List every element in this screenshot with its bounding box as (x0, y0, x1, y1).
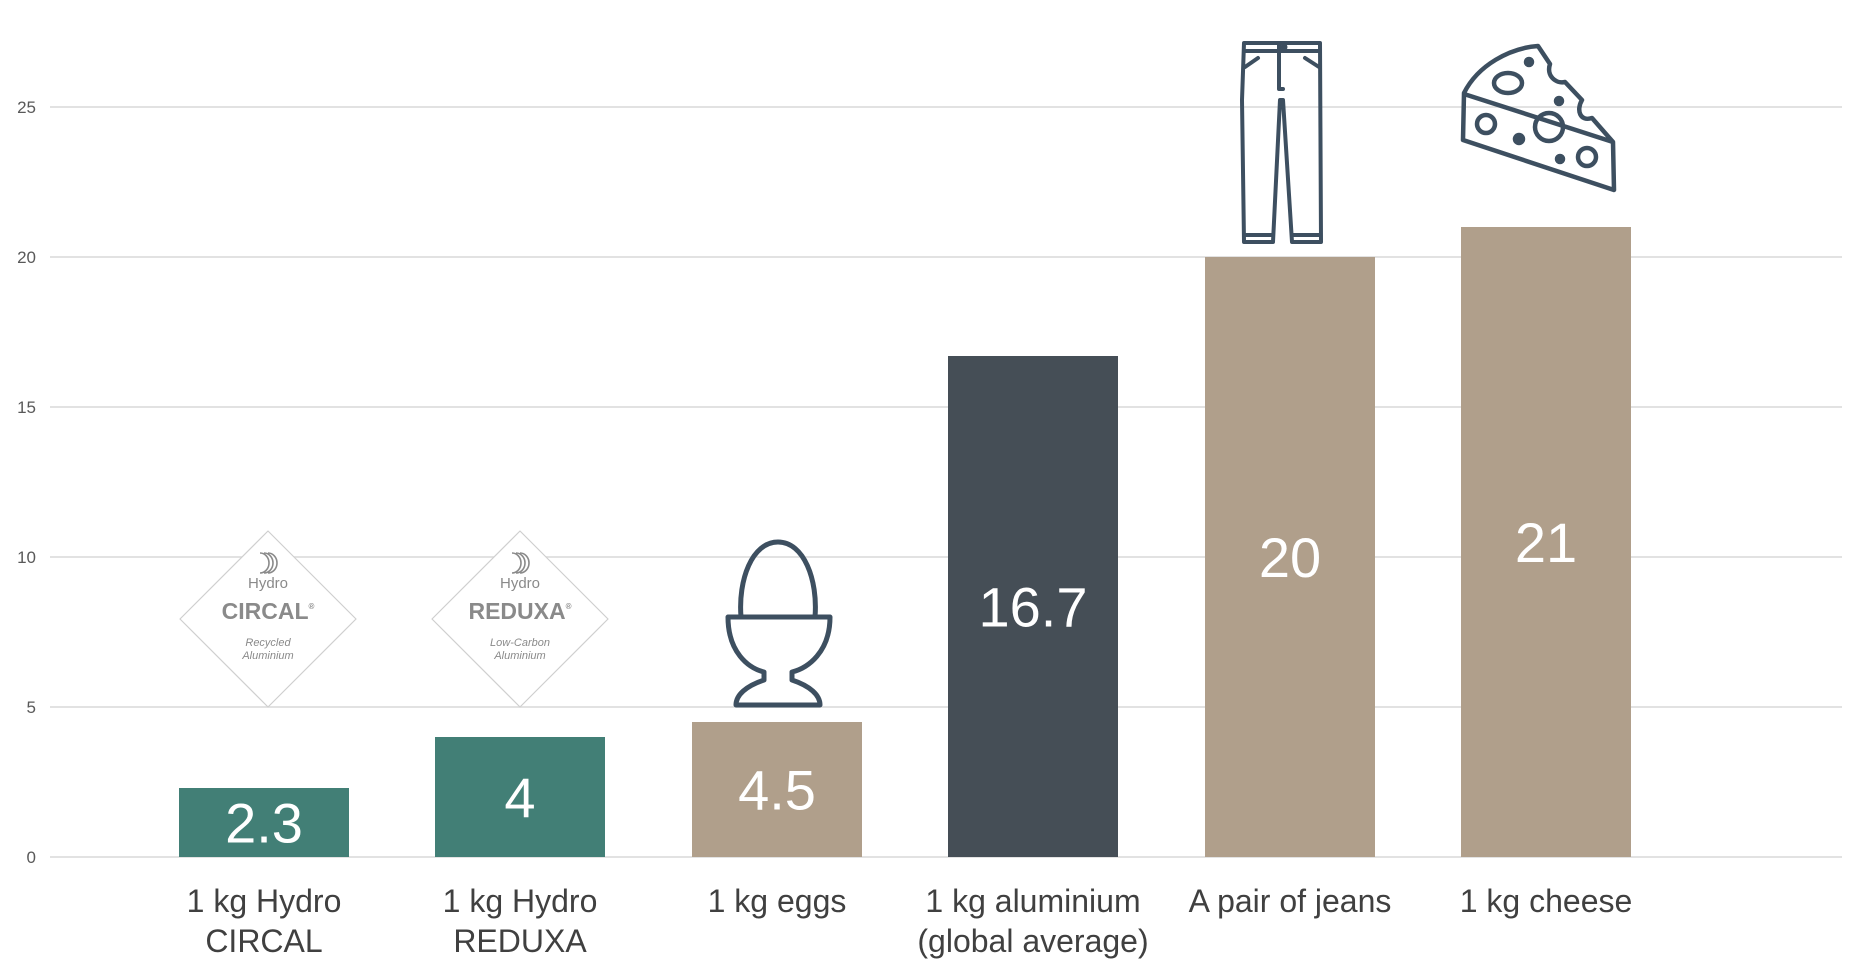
logo-brand: Hydro (248, 575, 288, 592)
hydro-logo-icon (259, 552, 278, 574)
x-tick-label: 1 kg Hydro (443, 883, 598, 919)
logo-brand: Hydro (500, 575, 540, 592)
bar (435, 737, 605, 857)
data-label: 21 (1515, 511, 1577, 574)
x-tick-label: 1 kg Hydro (187, 883, 342, 919)
x-tick-label: REDUXA (453, 923, 587, 959)
x-tick-label: (global average) (917, 923, 1148, 959)
x-tick-label: CIRCAL (205, 923, 322, 959)
x-tick-label: 1 kg eggs (708, 883, 847, 919)
hydro-reduxa-logo: Hydro REDUXA® Low-Carbon Aluminium (431, 530, 609, 708)
logo-tagline-2: Aluminium (493, 650, 545, 662)
bar (179, 788, 349, 857)
data-label: 20 (1259, 526, 1321, 589)
egg-cup-icon (725, 539, 833, 708)
bar (948, 356, 1118, 857)
logo-tagline-1: Recycled (245, 637, 291, 649)
logo-tagline-2: Aluminium (241, 650, 293, 662)
hydro-logo-icon (511, 552, 530, 574)
y-tick-label: 5 (27, 698, 36, 717)
y-tick-label: 15 (17, 398, 36, 417)
x-tick-label: A pair of jeans (1189, 883, 1392, 919)
logo-tagline-1: Low-Carbon (490, 637, 550, 649)
cheese-icon (1460, 43, 1617, 193)
data-label: 4.5 (738, 759, 816, 822)
bar (1205, 257, 1375, 857)
data-label: 16.7 (979, 576, 1088, 639)
y-tick-label: 0 (27, 848, 36, 867)
bar (1461, 227, 1631, 857)
data-label: 4 (504, 766, 535, 829)
bar (692, 722, 862, 857)
jeans-icon (1240, 41, 1323, 244)
y-tick-label: 20 (17, 248, 36, 267)
y-tick-label: 10 (17, 548, 36, 567)
hydro-circal-logo: Hydro CIRCAL® Recycled Aluminium (179, 530, 357, 708)
data-label: 2.3 (225, 792, 303, 855)
x-tick-label: 1 kg cheese (1460, 883, 1633, 919)
y-tick-label: 25 (17, 98, 36, 117)
logo-name: CIRCAL® (222, 598, 315, 624)
x-tick-label: 1 kg aluminium (925, 883, 1140, 919)
logo-name: REDUXA® (468, 598, 571, 624)
